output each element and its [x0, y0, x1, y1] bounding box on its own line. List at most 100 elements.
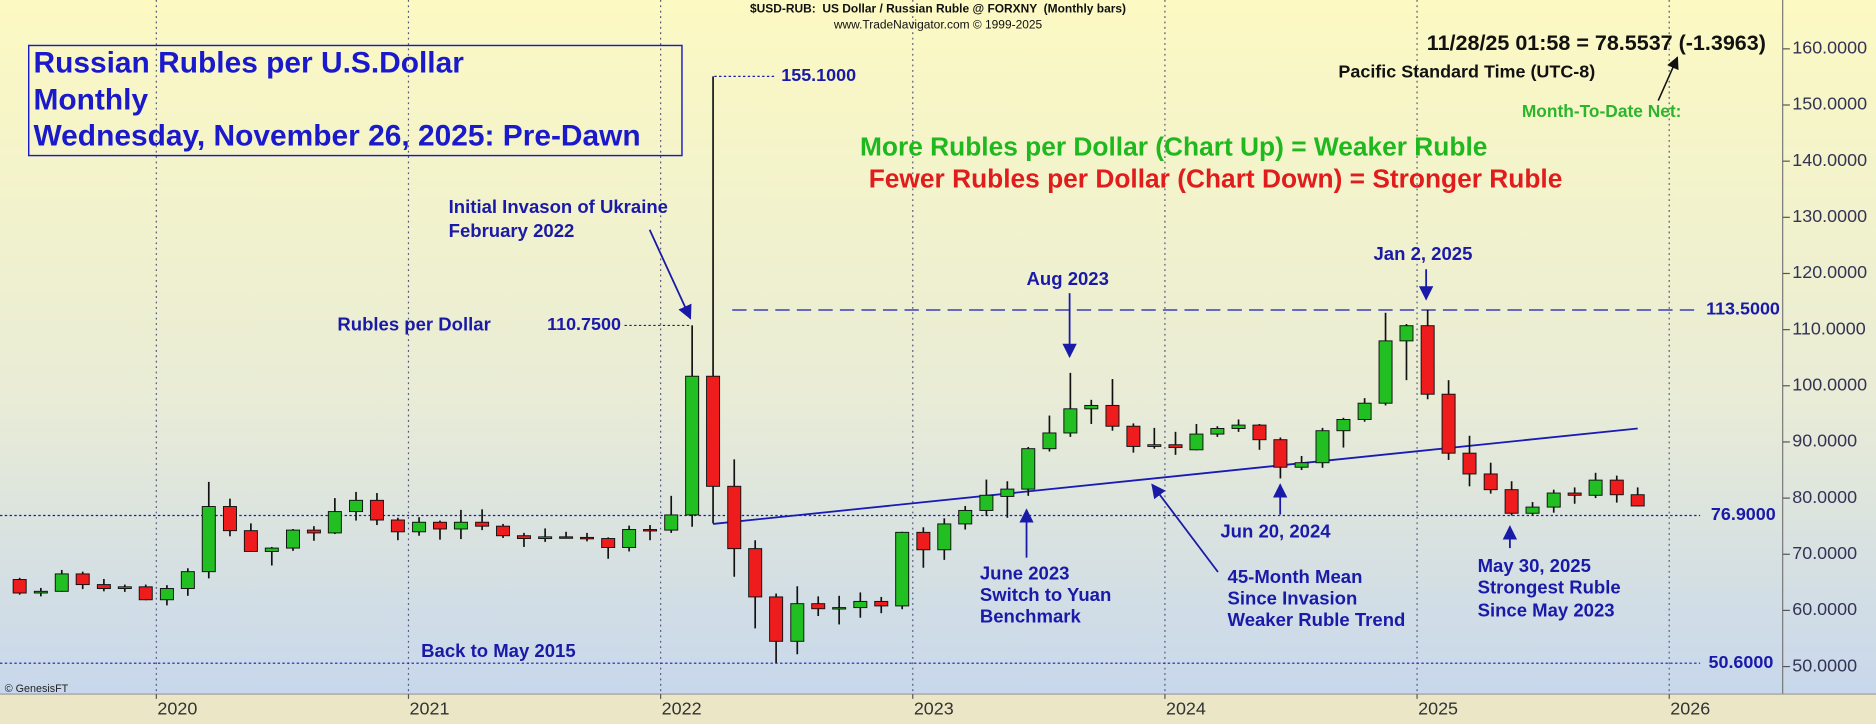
- candle-body: [727, 485, 742, 550]
- axes: 50.0000 60.0000 70.0000 80.0000 90.0000 100.0…: [155, 38, 1867, 718]
- candle-body: [769, 596, 784, 642]
- x-tick-label: 2026: [1670, 698, 1710, 718]
- candle-body: [1378, 340, 1393, 404]
- candle-body: [96, 584, 111, 589]
- candle-body: [748, 548, 763, 598]
- y-tick-label: 110.0000: [1792, 318, 1865, 338]
- candle-body: [1315, 430, 1330, 464]
- annotation: Back to May 2015: [421, 640, 575, 661]
- annotation: May 30, 2025: [1478, 555, 1591, 576]
- annotation: Initial Invason of Ukraine: [449, 196, 668, 217]
- candle-body: [453, 521, 468, 530]
- candle-body: [1420, 325, 1435, 395]
- y-tick-label: 120.0000: [1792, 262, 1867, 282]
- y-tick-label: 160.0000: [1792, 38, 1867, 58]
- y-tick-label: 60.0000: [1792, 599, 1857, 619]
- candle-body: [601, 538, 616, 548]
- candle-body: [832, 607, 847, 610]
- candle-body: [1399, 325, 1414, 342]
- y-tick-label: 80.0000: [1792, 487, 1857, 507]
- annotation: June 2023: [980, 562, 1070, 583]
- annotation: Benchmark: [980, 605, 1082, 626]
- candle-body: [538, 536, 553, 540]
- reference-label: 155.1000: [781, 65, 856, 85]
- candle-body: [12, 579, 27, 594]
- candle-body: [1063, 408, 1078, 434]
- candle-body: [201, 506, 216, 573]
- chart-title: Wednesday, November 26, 2025: Pre-Dawn: [33, 120, 640, 153]
- candle-body: [580, 536, 594, 540]
- candle-body: [264, 547, 279, 552]
- candle-body: [874, 600, 889, 607]
- candle-body: [1294, 462, 1309, 468]
- candle-body: [853, 600, 868, 609]
- candle-body: [895, 531, 910, 607]
- candle-body: [1000, 488, 1015, 497]
- y-tick-label: 100.0000: [1792, 375, 1867, 395]
- annotation: February 2022: [449, 220, 575, 241]
- x-tick-label: 2022: [662, 698, 702, 718]
- candle-body: [433, 521, 447, 530]
- x-tick-label: 2020: [157, 698, 197, 718]
- candle-body: [243, 530, 258, 552]
- candle-body: [1147, 444, 1162, 447]
- x-tick-label: 2021: [410, 698, 450, 718]
- candle-body: [412, 521, 427, 533]
- candle-body: [349, 499, 364, 513]
- candle-body: [622, 529, 637, 548]
- reference-label: 113.5000: [1706, 299, 1780, 319]
- candle-body: [643, 529, 658, 532]
- arrow: [648, 229, 692, 320]
- candle-body: [138, 586, 153, 601]
- y-tick-label: 90.0000: [1792, 431, 1857, 451]
- candle-body: [664, 514, 679, 531]
- candle-body: [1231, 424, 1246, 429]
- candle-body: [958, 509, 973, 525]
- legend-up: More Rubles per Dollar (Chart Up) = Weak…: [860, 131, 1487, 161]
- candle-body: [1168, 444, 1183, 449]
- candle-body: [1483, 473, 1498, 491]
- x-tick-label: 2024: [1166, 698, 1206, 718]
- candle-body: [1252, 424, 1267, 441]
- candle-body: [1189, 433, 1204, 451]
- reference-label: 110.7500: [547, 314, 621, 334]
- y-tick-label: 130.0000: [1792, 206, 1867, 226]
- y-tick-label: 50.0000: [1792, 655, 1857, 675]
- candle-body: [180, 571, 195, 589]
- candle-body: [1357, 402, 1372, 420]
- mtd-label: Month-To-Date Net:: [1522, 101, 1682, 121]
- annotation: Weaker Ruble Trend: [1228, 609, 1406, 630]
- candle-body: [916, 531, 931, 551]
- candle-body: [1084, 404, 1099, 410]
- candle-body: [475, 521, 490, 527]
- candle-body: [1126, 425, 1141, 447]
- candle-body: [1567, 492, 1582, 496]
- candle-body: [1504, 489, 1519, 514]
- levels: 155.1000 110.7500 113.5000 76.9000 50.6000: [0, 65, 1780, 672]
- arrow: [1151, 483, 1219, 573]
- candle-body: [306, 529, 321, 534]
- legend-down: Fewer Rubles per Dollar (Chart Down) = S…: [869, 164, 1563, 194]
- header-line: $USD-RUB: US Dollar / Russian Ruble @ FO…: [750, 2, 1126, 16]
- candle-body: [516, 535, 531, 540]
- candle-body: [1273, 439, 1288, 468]
- candle-body: [54, 573, 69, 592]
- candle-body: [1588, 479, 1603, 496]
- candle-body: [1525, 506, 1540, 514]
- candle-body: [33, 590, 48, 594]
- trend-line: [712, 427, 1638, 525]
- candle-body: [1546, 492, 1561, 508]
- candle-body: [1441, 393, 1456, 454]
- candle-body: [327, 511, 342, 534]
- candle-body: [496, 525, 511, 537]
- candle-body: [706, 375, 721, 487]
- chart-title: Monthly: [33, 84, 148, 117]
- x-tick-label: 2025: [1418, 698, 1458, 718]
- timezone: Pacific Standard Time (UTC-8): [1338, 62, 1595, 82]
- candle-body: [559, 536, 574, 539]
- chart-title: Russian Rubles per U.S.Dollar: [33, 47, 464, 80]
- x-axis-band: [0, 694, 1876, 724]
- annotation: Switch to Yuan: [980, 584, 1111, 605]
